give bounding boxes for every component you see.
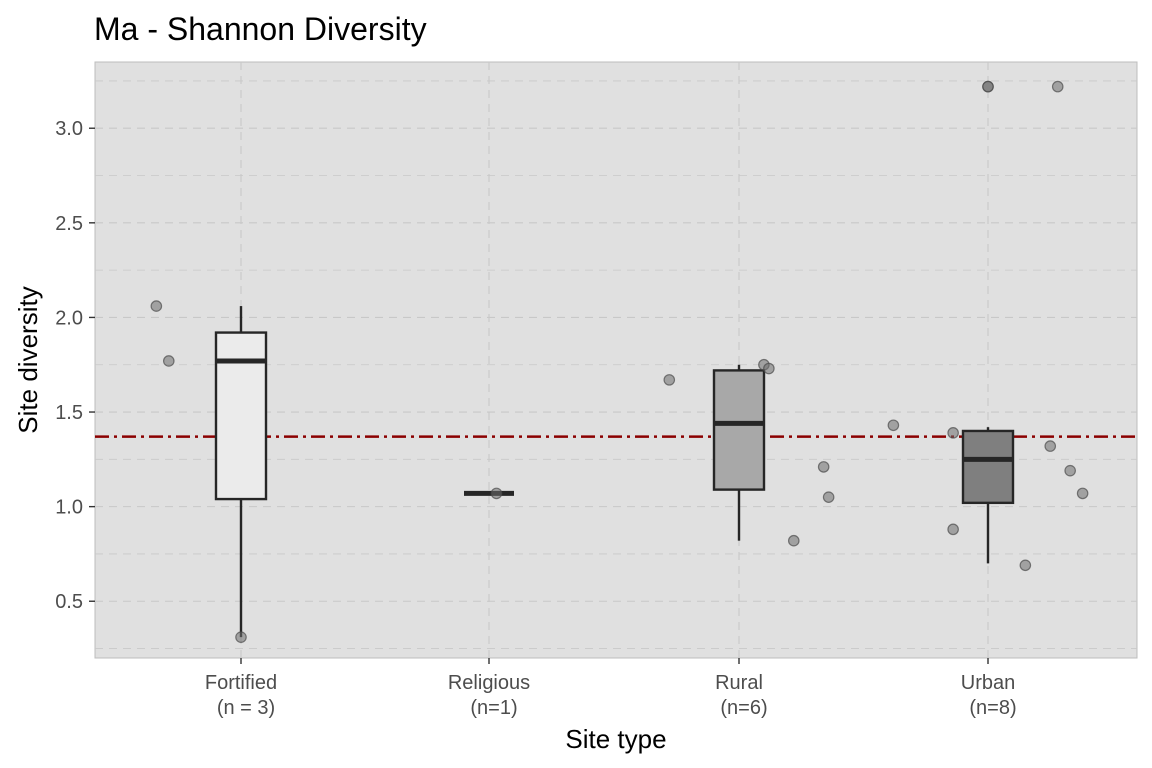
x-tick-label: Fortified bbox=[205, 672, 277, 694]
data-point bbox=[490, 487, 503, 500]
data-point bbox=[817, 461, 830, 473]
box-iqr bbox=[712, 369, 766, 491]
x-tick-label: Religious bbox=[448, 672, 530, 694]
y-tick-label: 2.5 bbox=[55, 213, 83, 235]
x-tick-label: Urban bbox=[961, 672, 1015, 694]
y-axis-title: Site diversity bbox=[13, 286, 43, 433]
data-point bbox=[947, 427, 959, 439]
y-tick-label: 1.0 bbox=[55, 497, 83, 519]
x-tick-count-label: (n=8) bbox=[969, 697, 1016, 719]
y-axis: 0.5 1.0 1.5 2.0 2.5 3.0 bbox=[55, 118, 95, 613]
y-tick-label: 2.0 bbox=[55, 307, 83, 329]
y-tick-label: 1.5 bbox=[55, 402, 83, 424]
data-point bbox=[1044, 440, 1057, 452]
data-point bbox=[787, 534, 800, 547]
boxplot-rural bbox=[712, 364, 766, 541]
boxplot-urban bbox=[961, 427, 1015, 564]
data-point bbox=[1076, 487, 1089, 500]
x-tick-count-label: (n=1) bbox=[470, 697, 517, 719]
box-iqr bbox=[961, 429, 1015, 505]
data-point bbox=[663, 374, 676, 386]
data-point bbox=[947, 523, 959, 536]
x-axis-title: Site type bbox=[565, 724, 666, 754]
boxplot-fortified bbox=[214, 306, 268, 638]
x-tick-count-label: (n = 3) bbox=[217, 697, 275, 719]
grid-lines bbox=[95, 62, 1137, 658]
x-tick-label: Rural bbox=[715, 672, 763, 694]
data-point bbox=[1064, 464, 1076, 477]
data-points bbox=[150, 80, 1089, 643]
y-tick-label: 3.0 bbox=[55, 118, 83, 140]
data-point bbox=[982, 80, 994, 93]
data-point bbox=[1019, 559, 1032, 572]
data-point bbox=[822, 491, 835, 503]
x-axis: Fortified (n = 3) Religious (n=1) Rural (n=6)… bbox=[205, 658, 1017, 719]
data-point bbox=[150, 300, 163, 312]
data-point bbox=[1051, 80, 1064, 93]
x-tick-count-label: (n=6) bbox=[720, 697, 767, 719]
data-point bbox=[763, 362, 775, 375]
chart-title: Ma - Shannon Diversity bbox=[94, 11, 427, 47]
boxplots bbox=[214, 306, 1015, 638]
plot-panel bbox=[94, 61, 1138, 659]
data-point bbox=[887, 419, 900, 432]
box-iqr bbox=[214, 331, 268, 501]
data-point bbox=[162, 355, 175, 367]
y-tick-label: 0.5 bbox=[55, 591, 83, 613]
data-point bbox=[235, 631, 247, 643]
